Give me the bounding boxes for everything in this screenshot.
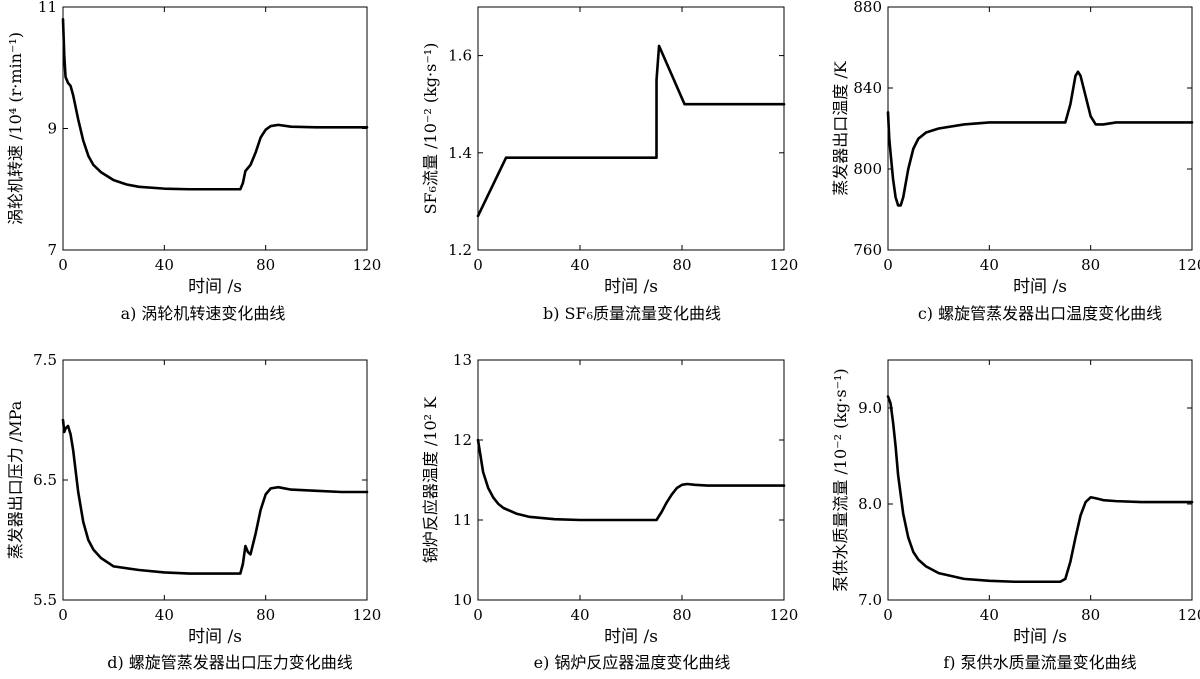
series-line xyxy=(61,17,369,191)
series-line xyxy=(886,70,1194,207)
series-line xyxy=(61,418,369,575)
y-tick-label: 7.5 xyxy=(33,351,57,369)
x-tick-label: 80 xyxy=(672,256,691,274)
x-tick-label: 120 xyxy=(1178,256,1200,274)
chart-panel-2: 0 40 80 120 1.2 1.4 1.6 时间 /s SF₆流量 /10⁻² (kg·s⁻… xyxy=(421,6,799,323)
y-tick-label: 13 xyxy=(453,351,472,369)
x-axis-label: 时间 /s xyxy=(188,277,242,297)
y-axis-label: 蒸发器出口温度 /K xyxy=(831,60,850,195)
x-tick-label: 80 xyxy=(256,256,275,274)
y-axis-label: 蒸发器出口压力 /MPa xyxy=(6,400,25,559)
x-tick-label: 0 xyxy=(58,606,68,624)
plot-frame xyxy=(887,359,1193,601)
series-line xyxy=(476,438,786,522)
chart-panel-1: 0 40 80 120 7 9 11 时间 /s 涡轮机转速 /10⁴ (r·min⁻¹) a) … xyxy=(6,0,381,323)
x-tick-label: 40 xyxy=(155,606,174,624)
x-tick-label: 0 xyxy=(473,606,483,624)
y-tick-label: 7 xyxy=(47,241,57,259)
y-tick-label: 8.0 xyxy=(858,495,882,513)
y-axis-label: 锅炉反应器温度 /10² K xyxy=(421,396,440,563)
y-axis-label: 泵供水质量流量 /10⁻² (kg·s⁻¹) xyxy=(831,368,850,591)
y-tick-label: 800 xyxy=(853,160,882,178)
y-tick-label: 840 xyxy=(853,79,882,97)
y-tick-label: 1.6 xyxy=(448,47,472,65)
y-tick-label: 5.5 xyxy=(33,591,57,609)
plot-frame xyxy=(887,6,1193,251)
y-tick-label: 10 xyxy=(453,591,472,609)
x-axis-label: 时间 /s xyxy=(1013,277,1067,297)
x-tick-label: 80 xyxy=(672,606,691,624)
x-tick-label: 0 xyxy=(473,256,483,274)
y-tick-label: 1.2 xyxy=(448,241,472,259)
chart-caption: f) 泵供水质量流量变化曲线 xyxy=(943,653,1136,672)
x-tick-label: 80 xyxy=(256,606,275,624)
x-tick-label: 0 xyxy=(883,256,893,274)
x-tick-label: 0 xyxy=(883,606,893,624)
x-tick-label: 0 xyxy=(58,256,68,274)
x-axis-label: 时间 /s xyxy=(1013,627,1067,647)
chart-caption: e) 锅炉反应器温度变化曲线 xyxy=(534,653,731,672)
series-line xyxy=(886,395,1194,584)
y-tick-label: 9.0 xyxy=(858,399,882,417)
x-axis-label: 时间 /s xyxy=(188,627,242,647)
chart-panel-3: 0 40 80 120 760 800 840 880 时间 /s 蒸发器出口温度 /K c) 螺旋… xyxy=(831,0,1200,323)
y-axis-label: SF₆流量 /10⁻² (kg·s⁻¹) xyxy=(421,43,440,215)
y-axis-label: 涡轮机转速 /10⁴ (r·min⁻¹) xyxy=(6,32,25,225)
x-tick-label: 40 xyxy=(570,606,589,624)
chart-panel-6: 0 40 80 120 7.0 8.0 9.0 时间 /s 泵供水质量流量 /10⁻² (kg·… xyxy=(831,359,1200,672)
y-tick-label: 7.0 xyxy=(858,591,882,609)
x-tick-label: 120 xyxy=(353,256,382,274)
x-tick-label: 40 xyxy=(980,256,999,274)
x-tick-label: 40 xyxy=(570,256,589,274)
plot-frame xyxy=(477,359,785,601)
chart-caption: b) SF₆质量流量变化曲线 xyxy=(543,304,721,323)
y-tick-label: 11 xyxy=(38,0,57,16)
x-axis-label: 时间 /s xyxy=(604,627,658,647)
x-tick-label: 80 xyxy=(1081,256,1100,274)
chart-caption: c) 螺旋管蒸发器出口温度变化曲线 xyxy=(918,304,1162,323)
y-tick-label: 6.5 xyxy=(33,471,57,489)
x-tick-label: 120 xyxy=(770,606,799,624)
x-tick-label: 40 xyxy=(155,256,174,274)
y-tick-label: 11 xyxy=(453,511,472,529)
y-tick-label: 760 xyxy=(853,241,882,259)
chart-panel-5: 0 40 80 120 10 11 12 13 时间 /s 锅炉反应器温度 /10² K e) 锅炉… xyxy=(421,351,798,672)
x-tick-label: 40 xyxy=(980,606,999,624)
x-tick-label: 120 xyxy=(1178,606,1200,624)
x-tick-label: 120 xyxy=(770,256,799,274)
series-line xyxy=(476,44,786,218)
chart-panel-4: 0 40 80 120 5.5 6.5 7.5 时间 /s 蒸发器出口压力 /MPa d) 螺旋管… xyxy=(6,351,381,672)
x-tick-label: 120 xyxy=(353,606,382,624)
x-tick-label: 80 xyxy=(1081,606,1100,624)
x-axis-label: 时间 /s xyxy=(604,277,658,297)
plot-frame xyxy=(477,6,785,251)
y-tick-label: 880 xyxy=(853,0,882,16)
chart-caption: a) 涡轮机转速变化曲线 xyxy=(121,304,286,323)
chart-caption: d) 螺旋管蒸发器出口压力变化曲线 xyxy=(107,653,353,672)
y-tick-label: 12 xyxy=(453,431,472,449)
y-tick-label: 1.4 xyxy=(448,144,472,162)
y-tick-label: 9 xyxy=(47,120,57,138)
